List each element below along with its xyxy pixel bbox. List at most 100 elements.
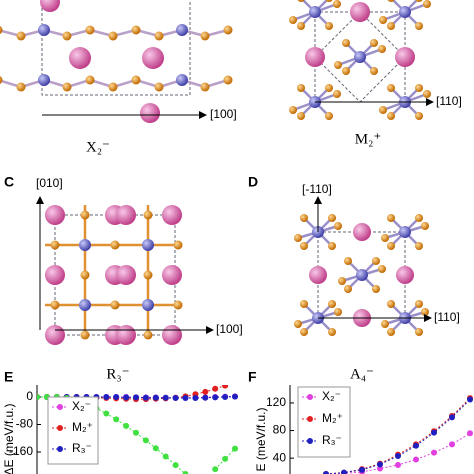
atom: [297, 112, 305, 120]
atom: [79, 299, 91, 311]
atom: [328, 214, 336, 222]
atom: [381, 320, 389, 328]
data-point: [172, 395, 179, 402]
legend-label: X₂⁻: [322, 389, 341, 403]
axis-label: [100]: [216, 322, 243, 336]
atom: [379, 106, 387, 114]
atom: [344, 285, 352, 293]
irrep-label: A₄⁻: [350, 366, 374, 382]
atom: [387, 214, 395, 222]
atom: [333, 90, 341, 98]
data-point: [172, 462, 179, 469]
atom: [108, 31, 118, 41]
atom: [381, 234, 389, 242]
legend-box: [47, 396, 99, 465]
atom: [79, 239, 91, 251]
atom: [387, 22, 395, 30]
atom: [415, 0, 423, 2]
atom: [415, 214, 423, 222]
irrep-label: M₂⁺: [355, 131, 381, 147]
atom: [399, 6, 411, 18]
atom: [0, 25, 3, 35]
data-point: [212, 394, 219, 401]
y-tick-label: -80: [16, 417, 34, 431]
data-point: [377, 461, 383, 468]
legend-marker: [307, 416, 313, 422]
atom: [297, 22, 305, 30]
panel-letter: D: [248, 174, 258, 190]
atom: [353, 223, 371, 241]
axis-label: [010]: [36, 176, 63, 190]
atom: [108, 82, 118, 92]
atom: [297, 0, 305, 2]
atom: [300, 300, 308, 308]
atom: [378, 45, 386, 53]
atom: [294, 320, 302, 328]
axis-label: [110]: [436, 94, 462, 108]
atom: [350, 2, 370, 22]
atom: [62, 31, 72, 41]
atom: [399, 226, 411, 238]
atom: [62, 82, 72, 92]
atom: [387, 242, 395, 250]
atom: [45, 265, 65, 285]
atom: [325, 0, 333, 2]
atom: [131, 75, 141, 85]
atom: [297, 84, 305, 92]
axis-label: [-110]: [302, 182, 332, 196]
atom: [309, 266, 327, 284]
series-line: [325, 399, 471, 474]
y-axis-label: E (meV/f.u.): [254, 407, 268, 471]
atom: [396, 266, 414, 284]
atom: [143, 210, 153, 220]
data-point: [395, 453, 401, 460]
atom: [415, 22, 423, 30]
data-point: [123, 394, 130, 401]
panel-letter: F: [248, 369, 257, 385]
data-point: [212, 466, 219, 473]
atom: [38, 24, 50, 36]
atom: [85, 75, 95, 85]
axis-label: [110]: [434, 310, 460, 324]
data-point: [467, 396, 473, 403]
atom: [45, 205, 65, 225]
data-point: [133, 394, 139, 401]
data-point: [222, 455, 229, 462]
atom: [305, 47, 325, 67]
atom: [334, 222, 342, 230]
legend-label: M₂⁺: [72, 420, 93, 434]
legend-marker: [57, 425, 63, 431]
atom: [356, 269, 368, 281]
irrep-label: R₃⁻: [106, 366, 129, 382]
atom: [354, 51, 366, 63]
atom: [143, 270, 153, 280]
axis-label: [100]: [210, 107, 237, 121]
data-point: [182, 471, 189, 474]
legend-marker: [307, 394, 313, 400]
atom: [45, 325, 65, 345]
data-point: [192, 395, 199, 402]
atom: [80, 210, 90, 220]
atom: [294, 234, 302, 242]
legend-marker: [57, 404, 63, 410]
data-point: [413, 442, 419, 449]
atom: [325, 84, 333, 92]
panel-letter: E: [4, 369, 13, 385]
atom: [223, 75, 233, 85]
atom: [372, 285, 380, 293]
atom: [176, 74, 188, 86]
data-point: [232, 393, 238, 400]
atom: [0, 75, 3, 85]
data-point: [152, 394, 159, 401]
atom: [173, 240, 183, 250]
atom: [328, 242, 336, 250]
atom: [50, 300, 60, 310]
data-point: [431, 429, 437, 436]
data-point: [323, 471, 329, 474]
data-point: [182, 395, 189, 402]
data-point: [222, 394, 229, 401]
data-point: [202, 394, 209, 401]
data-point: [341, 469, 347, 474]
atom: [334, 61, 342, 69]
data-point: [103, 410, 110, 417]
